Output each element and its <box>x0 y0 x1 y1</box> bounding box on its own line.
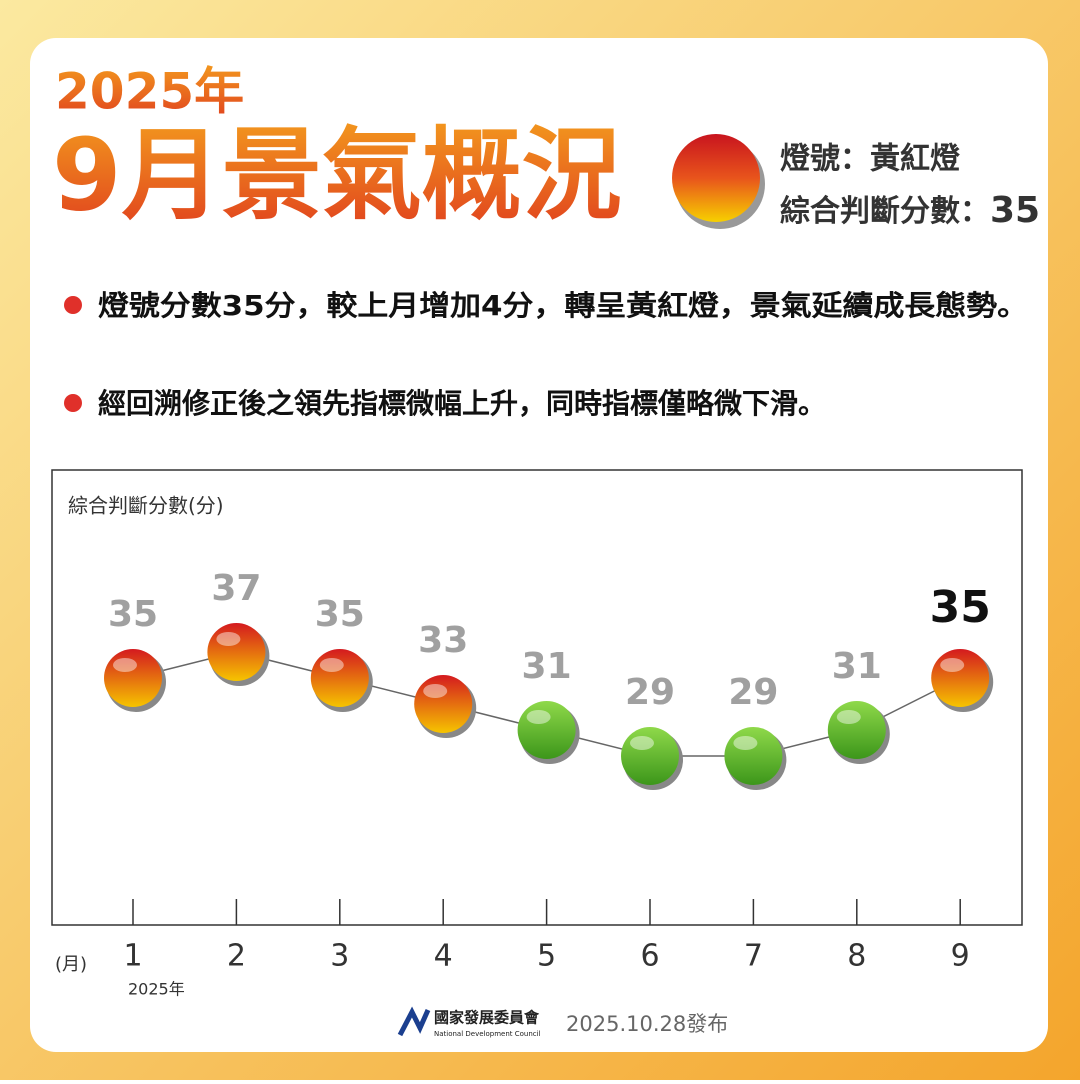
x-tick-label: 8 <box>847 939 866 974</box>
point-highlight <box>630 736 654 750</box>
release-date: 2025.10.28發布 <box>566 1012 728 1036</box>
value-label: 29 <box>625 672 675 713</box>
point <box>414 675 473 733</box>
x-tick-label: 5 <box>537 939 556 974</box>
bullet: 燈號分數35分，較上月增加4分，轉呈黃紅燈，景氣延續成長態勢。 <box>98 289 1028 322</box>
point <box>517 701 576 759</box>
point-highlight <box>113 658 137 672</box>
logo-mark <box>397 1006 431 1037</box>
value-label: 37 <box>211 568 261 609</box>
x-tick-label: 1 <box>123 939 142 974</box>
y-axis-label: 綜合判斷分數(分) <box>68 494 224 518</box>
point <box>310 649 369 707</box>
plot-frame <box>51 469 1023 926</box>
value-label: 31 <box>832 646 882 687</box>
point-highlight <box>526 710 551 724</box>
x-tick-label: 7 <box>744 939 763 974</box>
title: 9月景氣概況 <box>52 116 622 233</box>
x-axis-sublabel: 2025年 <box>128 980 185 999</box>
signal: 燈號：黃紅燈 <box>780 142 960 177</box>
bullet-dot <box>64 296 82 314</box>
logo: 國家發展委員會 National Development Council <box>397 1006 541 1038</box>
score-label-text: 綜合判斷分數： <box>780 194 990 229</box>
x-axis-label: (月) <box>55 954 87 975</box>
point <box>207 623 266 681</box>
point-highlight <box>940 658 965 672</box>
card <box>30 38 1048 1052</box>
bullet-dot <box>64 394 82 412</box>
year: 2025年 <box>55 63 244 121</box>
point-highlight <box>836 710 861 724</box>
value-label: 35 <box>108 594 158 635</box>
point <box>104 649 162 707</box>
value-label: 35 <box>315 594 365 635</box>
point <box>931 649 990 707</box>
point <box>724 727 783 785</box>
point-highlight <box>319 658 344 672</box>
bullet: 經回溯修正後之領先指標微幅上升，同時指標僅略微下滑。 <box>98 387 826 420</box>
org-en: National Development Council <box>434 1030 541 1038</box>
value-label: 33 <box>418 620 468 661</box>
point-highlight <box>423 684 448 698</box>
x-tick-label: 2 <box>227 939 246 974</box>
point <box>621 727 679 785</box>
score: 35 <box>990 190 1040 231</box>
org: 國家發展委員會 <box>434 1009 540 1027</box>
value-label: 35 <box>930 582 991 633</box>
x-tick-label: 3 <box>330 939 349 974</box>
point-highlight <box>216 632 241 646</box>
value-label: 31 <box>522 646 572 687</box>
header-ball <box>672 134 760 222</box>
score-label: 綜合判斷分數：35 <box>780 190 1040 231</box>
x-tick-label: 9 <box>951 939 970 974</box>
point-highlight <box>733 736 758 750</box>
x-tick-label: 4 <box>434 939 453 974</box>
point <box>827 701 886 759</box>
value-label: 29 <box>728 672 778 713</box>
x-tick-label: 6 <box>640 939 659 974</box>
